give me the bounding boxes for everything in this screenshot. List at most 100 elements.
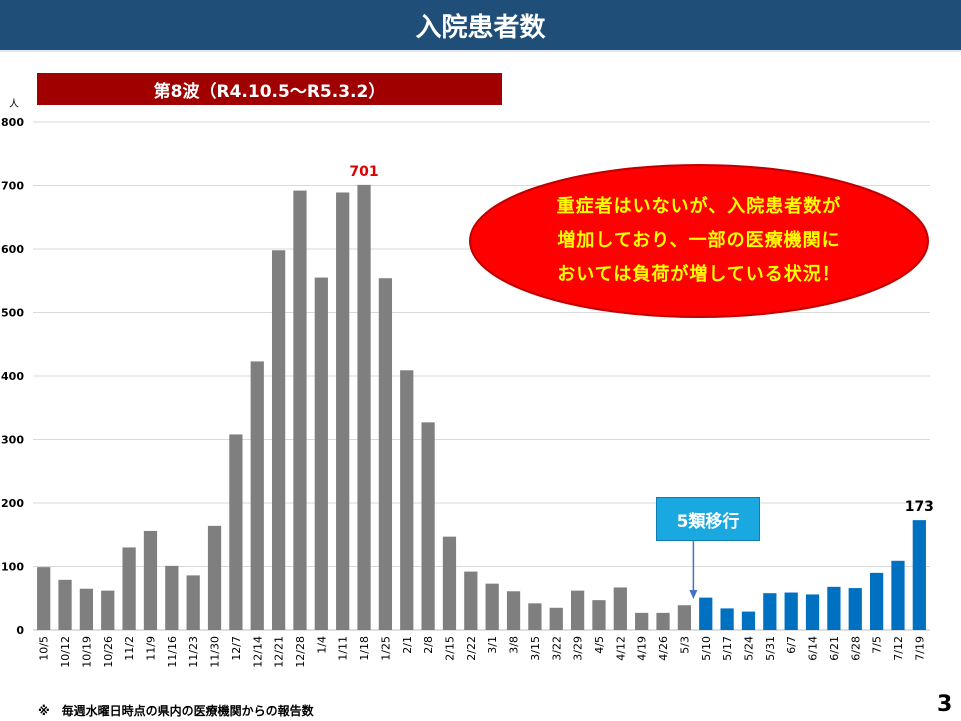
bar-12-21 [271,250,286,630]
x-tick-label: 3/15 [529,636,542,661]
x-tick-label: 10/26 [102,636,115,668]
bar-4-26 [656,612,670,630]
data-labels: 701 173 [349,164,934,515]
bar-12-14 [250,361,264,630]
bar-3-22 [549,607,563,630]
y-axis-ticks: 0 100 200 300 400 500 600 700 800 [1,116,24,637]
x-tick-label: 11/2 [123,636,136,661]
bar-11-30 [207,525,222,630]
x-tick-label: 2/15 [443,636,456,661]
bar-2-22 [464,571,478,630]
bar-1-11 [336,192,350,631]
x-tick-label: 3/22 [550,636,563,661]
bar-10-26 [101,590,115,630]
y-tick-label: 100 [1,561,24,574]
x-tick-label: 2/1 [401,636,414,654]
bar-3-1 [485,583,499,630]
x-tick-label: 5/24 [742,636,755,661]
bars [37,184,926,631]
x-tick-label: 3/29 [572,636,585,661]
x-tick-label: 6/14 [807,636,820,661]
bar-3-29 [570,590,585,630]
bar-2-8 [421,422,435,630]
x-tick-label: 6/7 [785,636,798,654]
bar-6-21 [827,586,841,630]
y-tick-label: 600 [1,243,24,256]
x-tick-label: 3/8 [508,636,521,654]
bar-11-9 [143,530,158,630]
bar-6-14 [805,594,820,630]
x-tick-label: 6/28 [849,636,862,661]
x-tick-label: 11/30 [209,636,222,668]
y-tick-label: 500 [1,307,24,320]
bar-2-1 [400,370,414,630]
callout-ellipse: 重症者はいないが、入院患者数が 増加しており、一部の医療機関に おいては負荷が増… [468,163,930,319]
bar-1-4 [314,277,328,630]
x-tick-label: 1/11 [337,636,350,661]
x-tick-label: 10/12 [59,636,72,668]
x-tick-label: 5/17 [721,636,734,661]
bar-12-28 [293,190,307,630]
x-tick-label: 1/4 [315,636,328,654]
page-number: 3 [937,692,953,717]
x-tick-label: 2/8 [422,636,435,654]
x-tick-label: 12/14 [251,636,264,668]
x-tick-label: 12/28 [294,636,307,668]
bar-11-23 [186,575,200,630]
bar-7-5 [869,572,884,630]
y-tick-label: 700 [1,180,24,193]
x-tick-label: 4/26 [657,636,670,661]
bar-7-19 [912,520,926,630]
bar-4-5 [592,600,606,630]
bar-11-2 [122,547,136,630]
bar-11-16 [165,565,179,630]
y-tick-label: 800 [1,116,24,129]
bar-5-3 [677,605,692,630]
bar-1-18 [357,184,371,631]
x-tick-label: 2/22 [465,636,478,661]
y-tick-label: 0 [16,624,24,637]
y-axis-unit: 人 [9,98,19,110]
x-tick-label: 11/16 [166,636,179,668]
y-tick-label: 200 [1,497,24,510]
x-tick-label: 5/10 [700,636,713,661]
bar-7-12 [891,560,905,630]
callout-shape [469,164,929,318]
data-label-7-19: 173 [905,499,934,515]
bar-6-28 [848,588,862,630]
callout-line-1: 重症者はいないが、入院患者数が [556,196,842,217]
x-tick-label: 7/19 [913,636,926,661]
arrow-head-icon [689,590,698,599]
data-label-1-18: 701 [349,164,378,180]
x-tick-label: 10/19 [80,636,93,668]
bar-6-7 [784,592,798,630]
x-tick-label: 4/19 [636,636,649,661]
bar-2-15 [442,536,457,630]
transition-arrow [689,540,698,599]
x-tick-label: 7/5 [871,636,884,654]
callout-line-2: 増加しており、一部の医療機関に [557,230,841,251]
wave-period-banner: 第8波（R4.10.5～R5.3.2） [37,73,502,105]
bar-10-5 [37,567,51,630]
bar-5-31 [763,593,777,630]
x-tick-label: 11/9 [144,636,157,661]
bar-5-17 [720,608,734,630]
bar-3-15 [528,603,542,630]
x-tick-label: 4/12 [614,636,627,661]
x-tick-label: 12/7 [230,636,243,661]
bar-10-12 [58,579,72,630]
x-tick-label: 6/21 [828,636,841,661]
x-tick-label: 12/21 [273,636,286,668]
y-tick-label: 300 [1,434,24,447]
x-tick-label: 5/31 [764,636,777,661]
y-tick-label: 400 [1,370,24,383]
bar-4-12 [613,587,627,630]
bar-5-10 [699,597,713,630]
page-title: 入院患者数 [0,0,961,52]
x-tick-label: 11/23 [187,636,200,668]
x-tick-label: 7/12 [892,636,905,661]
bar-12-7 [229,434,243,630]
x-tick-label: 1/25 [379,636,392,661]
x-axis-labels: 10/5 10/12 10/19 10/26 11/2 11/9 11/16 11/23 11/… [38,636,927,668]
